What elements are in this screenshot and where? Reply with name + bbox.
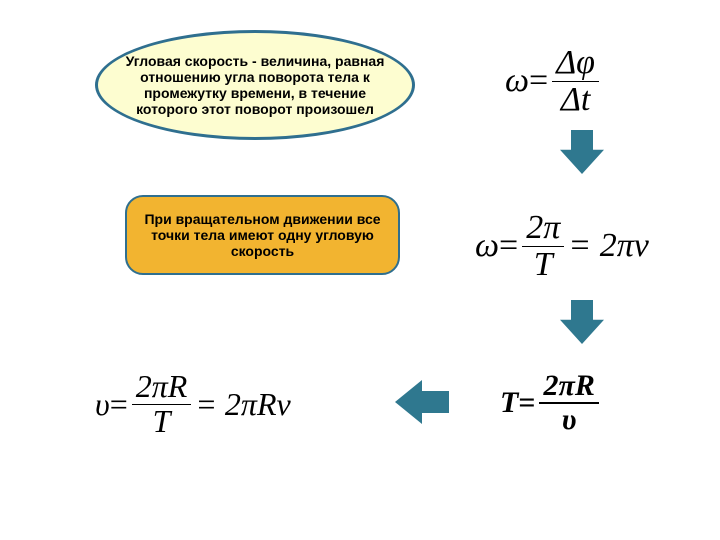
linearv-num: 2πR: [132, 370, 192, 405]
linearv-frac: 2πR T: [132, 370, 192, 438]
period-num: 2πR: [539, 370, 598, 404]
omega-period-frac: 2π T: [522, 210, 564, 282]
omega-def-eq: =: [529, 62, 548, 100]
arrow-down-icon: [560, 130, 624, 194]
period-den: υ: [558, 404, 581, 436]
linearv-den: T: [149, 405, 175, 439]
omega-period-den: T: [530, 247, 557, 283]
definition-text: Угловая скорость - величина, равная отно…: [120, 53, 390, 117]
omega-period-lhs: ω: [475, 227, 499, 265]
omega-def-lhs: ω: [505, 62, 529, 100]
formula-omega-period: ω = 2π T = 2πν: [475, 210, 649, 282]
linearv-eq: =: [110, 386, 128, 423]
omega-period-eq: =: [499, 227, 518, 265]
omega-def-frac: Δφ Δt: [552, 45, 599, 117]
formula-linear-velocity: υ = 2πR T = 2πRν: [95, 370, 291, 438]
linearv-lhs: υ: [95, 386, 110, 423]
omega-period-num: 2π: [522, 210, 564, 247]
definition-callout: Угловая скорость - величина, равная отно…: [95, 30, 415, 140]
period-eq: =: [518, 386, 535, 420]
omega-period-tail: = 2πν: [568, 227, 649, 265]
note-callout: При вращательном движении все точки тела…: [125, 195, 400, 275]
formula-period: T = 2πR υ: [500, 370, 603, 435]
note-text: При вращательном движении все точки тела…: [141, 211, 384, 259]
linearv-tail: = 2πRν: [195, 386, 290, 423]
arrow-left-icon: [395, 380, 459, 444]
arrow-down-icon: [560, 300, 624, 364]
formula-omega-definition: ω = Δφ Δt: [505, 45, 603, 117]
period-lhs: T: [500, 386, 518, 420]
omega-def-den: Δt: [557, 82, 594, 118]
period-frac: 2πR υ: [539, 370, 598, 435]
omega-def-num: Δφ: [552, 45, 599, 82]
